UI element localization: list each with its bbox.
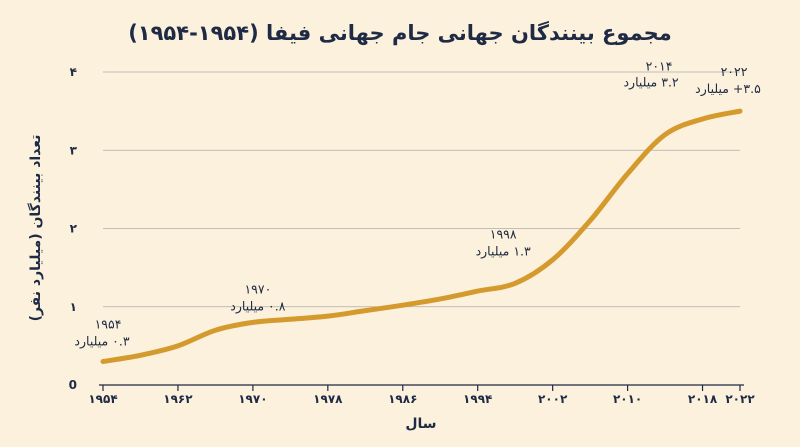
series-layer [100, 108, 743, 365]
x-tick-label: ۲۰۰۲ [538, 392, 568, 406]
y-axis-label: تعداد بینندگان (میلیارد نفر) [27, 135, 44, 322]
x-tick-label: ۱۹۸۶ [388, 392, 417, 406]
annotation-value: ۰.۸ میلیارد [230, 298, 285, 314]
x-tick-label: ۲۰۲۲ [725, 392, 755, 406]
y-tick-label: ۴ [70, 65, 77, 79]
y-tick-label: ۱ [70, 300, 77, 314]
x-tick-label: ۱۹۷۰ [238, 392, 267, 406]
annotation-value: ۰.۳ میلیارد [74, 334, 129, 350]
x-tick-label: ۱۹۶۲ [163, 392, 193, 406]
annotation-value: ۳.۵+ میلیارد [695, 81, 761, 97]
annotation-value: ۳.۲ میلیارد [623, 75, 678, 91]
annotation-layer: ۱۹۵۴ ۰.۳ میلیارد ۱۹۷۰ ۰.۸ میلیارد ۱۹۹۸ ۱.۳ می… [74, 59, 761, 350]
grid-layer [103, 71, 740, 308]
x-tick-label: ۲۰۱۸ [688, 392, 718, 406]
x-tick-label: ۱۹۷۸ [313, 392, 343, 406]
x-tick-label: ۱۹۵۴ [88, 392, 117, 406]
axis-layer: 0 ۱ ۲ ۳ ۴ ۱۹۵۴ ۱۹۶۲ ۱۹۷۰ ۱۹۷۸ ۱۹۸۶ ۱۹۹۴ ۲۰۰۲ ۲۰۱۰ ۲۰۱… [69, 65, 756, 406]
y-tick-label: ۳ [70, 143, 78, 157]
annotation-year: ۱۹۵۴ [95, 317, 122, 332]
annotation-year: ۲۰۱۴ [646, 59, 673, 74]
annotation-year: ۱۹۷۰ [244, 281, 271, 296]
x-tick-label: ۱۹۹۴ [463, 392, 492, 406]
annotation-year: ۲۰۲۲ [721, 64, 748, 79]
annotation-year: ۱۹۹۸ [490, 226, 517, 241]
y-tick-label: 0 [69, 378, 77, 392]
x-axis-label: سال [405, 416, 436, 432]
annotation-value: ۱.۳ میلیارد [476, 243, 531, 259]
x-tick-label: ۲۰۱۰ [613, 392, 642, 406]
viewership-line [100, 108, 743, 365]
chart-title: مجموع بینندگان جهانی جام جهانی فیفا (۱۹۵… [128, 20, 672, 45]
y-tick-label: ۲ [70, 222, 78, 236]
